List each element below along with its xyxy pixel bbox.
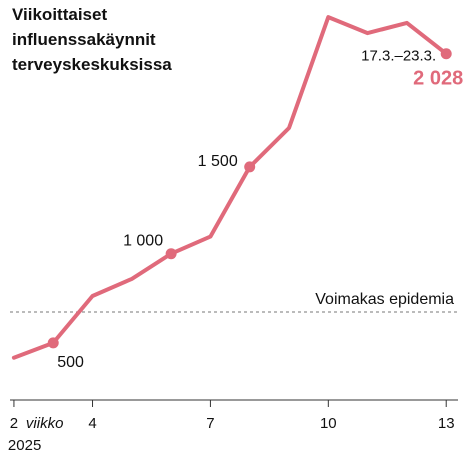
point-marker [440, 48, 452, 60]
point-marker [165, 248, 177, 260]
point-marker [47, 337, 59, 349]
x-tick-label: 13 [438, 415, 455, 432]
chart-title: Viikoittaiset influenssakäynnit terveysk… [12, 5, 172, 74]
x-tick-label: 10 [320, 415, 337, 432]
point-label-500: 500 [57, 354, 84, 371]
x-tick-label: 7 [206, 415, 214, 432]
last-point-value-label: 2 028 [413, 68, 463, 90]
chart-title-line: influenssakäynnit [12, 30, 156, 49]
x-axis-unit-label: viikko [26, 415, 64, 432]
point-marker [244, 161, 256, 173]
x-tick-label: 4 [88, 415, 96, 432]
reference-label: Voimakas epidemia [315, 291, 454, 308]
series-line [11, 15, 449, 360]
x-axis-ticks: 2 4 7 10 13 [10, 400, 455, 432]
chart-title-line: Viikoittaiset [12, 5, 107, 24]
chart-title-line: terveyskeskuksissa [12, 55, 172, 74]
last-point-date-label: 17.3.–23.3. [361, 48, 436, 65]
point-markers [47, 48, 452, 349]
x-axis-year-label: 2025 [8, 437, 41, 454]
x-tick-label: 2 [10, 415, 18, 432]
point-label-1500: 1 500 [198, 153, 238, 170]
point-label-1000: 1 000 [123, 233, 163, 250]
